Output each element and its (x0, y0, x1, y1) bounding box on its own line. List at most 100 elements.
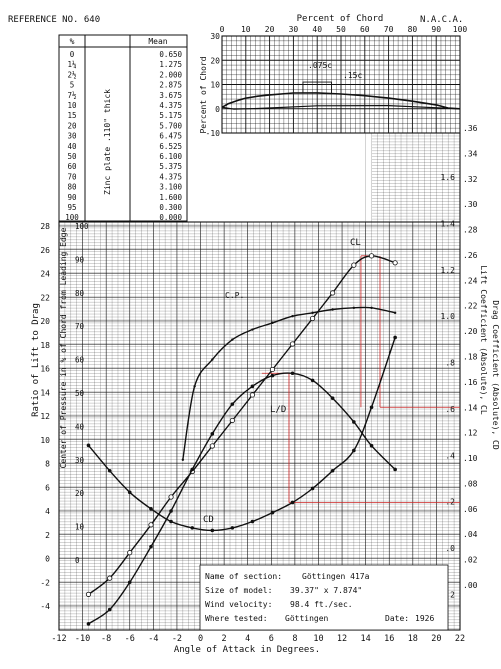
x-tick-label: 4 (245, 634, 250, 644)
series-cl-line (88, 255, 396, 595)
point-ld (127, 580, 132, 585)
cl-tick-label: 1.0 (441, 312, 456, 321)
point-cp (331, 308, 334, 311)
x-tick-label: -4 (148, 634, 158, 644)
profile-x-tick-label: 0 (220, 25, 225, 34)
table-mean-cell: 3.675 (159, 91, 182, 100)
cd-tick-label: .02 (463, 556, 478, 565)
table-mean-cell: 2.000 (159, 70, 182, 79)
info-tested-label: Where tested: (205, 614, 268, 623)
x-tick-label: 14 (361, 634, 371, 644)
x-tick-label: 6 (269, 634, 274, 644)
cl-axis-title: Lift Coefficient (Absolute), CL (479, 265, 488, 414)
ld-tick-label: 22 (40, 293, 50, 302)
table-station-cell: 30 (67, 132, 77, 141)
info-box: Name of section: Göttingen 417a Size of … (199, 564, 449, 631)
profile-y-tick-label: -10 (206, 129, 221, 138)
table-mean-cell: 5.700 (159, 121, 182, 130)
point-cp (271, 321, 274, 325)
point-cp (193, 385, 196, 388)
point-cd (352, 448, 356, 453)
point-cl (168, 494, 174, 500)
main-plot: -12 -10 -8 -6 -4 -2 0 2 4 6 8 10 12 14 16 18 20 22-4-2024… (31, 124, 500, 655)
ld-tick-label: 2 (45, 531, 50, 540)
profile-x-tick-label: 90 (431, 25, 441, 34)
profile-x-tick-label: 40 (312, 25, 322, 34)
cp-tick-label: 90 (75, 255, 85, 264)
reference-number: REFERENCE NO. 640 (8, 15, 100, 25)
point-ld (310, 378, 315, 383)
profile-x-tick-label: 70 (384, 25, 394, 34)
point-cd (230, 526, 235, 530)
table-header-station: % (70, 37, 75, 46)
profile-plot: Percent of Chord 0 10 20 30 40 50 60 70 80 90 100-… (199, 14, 467, 138)
point-cd (149, 507, 153, 511)
point-cp (231, 338, 234, 341)
point-ld (250, 384, 255, 389)
x-axis-title: Angle of Attack in Degrees. (174, 645, 320, 655)
thickness-marker (302, 81, 332, 93)
point-cd (330, 468, 335, 473)
table-mean-cell: 6.525 (159, 142, 182, 151)
table-mean-cell: 3.100 (159, 183, 182, 192)
point-cl (330, 290, 336, 296)
naca-label: N.A.C.A. (420, 15, 463, 25)
info-date-label: Date: (385, 614, 409, 623)
curve-label-cl: CL (350, 238, 361, 248)
section-table: % Mean 0 0.650 1¼ 1.275 2½ 2.000 5 2.875 7½ 3.675… (58, 34, 188, 222)
table-mean-cell: 0.000 (159, 213, 182, 222)
cd-tick-label: .16 (463, 378, 478, 387)
info-tested-value: Göttingen (285, 614, 329, 623)
x-tick-label: 18 (408, 634, 418, 644)
point-cp (181, 458, 185, 461)
cd-tick-label: .08 (463, 479, 478, 488)
point-cl (229, 417, 235, 424)
cp-tick-label: 80 (75, 289, 85, 298)
cd-tick-label: .26 (463, 251, 478, 260)
cd-axis-title: Drag Coefficient (Absolute), CD (491, 300, 500, 449)
series-cd-line (87, 337, 396, 532)
x-tick-label: -10 (75, 634, 90, 644)
table-mean-cell: 6.475 (159, 132, 182, 141)
cp-tick-label: 50 (75, 389, 85, 398)
point-cd (310, 486, 315, 491)
cd-tick-label: .36 (463, 124, 478, 133)
profile-axis-title: Percent of Chord (297, 14, 384, 24)
profile-x-tick-label: 50 (336, 25, 346, 34)
info-model-label: Size of model: (205, 586, 272, 595)
curve-label-ld: L/D (270, 405, 286, 415)
point-ld (369, 443, 374, 448)
point-cp (251, 328, 254, 331)
ld-tick-label: 26 (40, 246, 50, 255)
table-station-cell: 15 (67, 111, 76, 120)
ld-tick-label: 10 (40, 436, 50, 445)
cd-tick-label: .14 (463, 403, 478, 412)
table-station-cell: 70 (67, 172, 77, 181)
cp-tick-label: 70 (75, 322, 85, 331)
point-cl (392, 260, 398, 266)
x-tick-label: 22 (455, 634, 465, 644)
point-cp (311, 311, 314, 315)
table-station-cell: 5 (70, 81, 75, 90)
profile-x-tick-label: 80 (408, 25, 418, 34)
point-cl (107, 575, 113, 581)
cl-tick-label: .8 (445, 359, 455, 368)
point-cl (249, 392, 256, 398)
ld-tick-label: 14 (40, 388, 50, 397)
point-cd (210, 528, 215, 533)
profile-x-tick-label: 30 (289, 25, 299, 34)
cd-tick-label: .06 (463, 505, 478, 514)
x-tick-label: 10 (313, 634, 323, 644)
point-ld (149, 544, 153, 549)
table-station-cell: 80 (67, 183, 77, 192)
profile-x-tick-label: 100 (453, 25, 468, 34)
point-ld (230, 402, 235, 406)
table-station-cell: 2½ (67, 70, 77, 79)
point-ld (352, 420, 356, 424)
table-mean-cell: 5.175 (159, 111, 182, 120)
point-cp (393, 311, 397, 315)
ld-tick-label: -4 (40, 602, 50, 611)
profile-x-tick-label: 60 (360, 25, 370, 34)
curve-label-cd: CD (203, 515, 214, 525)
